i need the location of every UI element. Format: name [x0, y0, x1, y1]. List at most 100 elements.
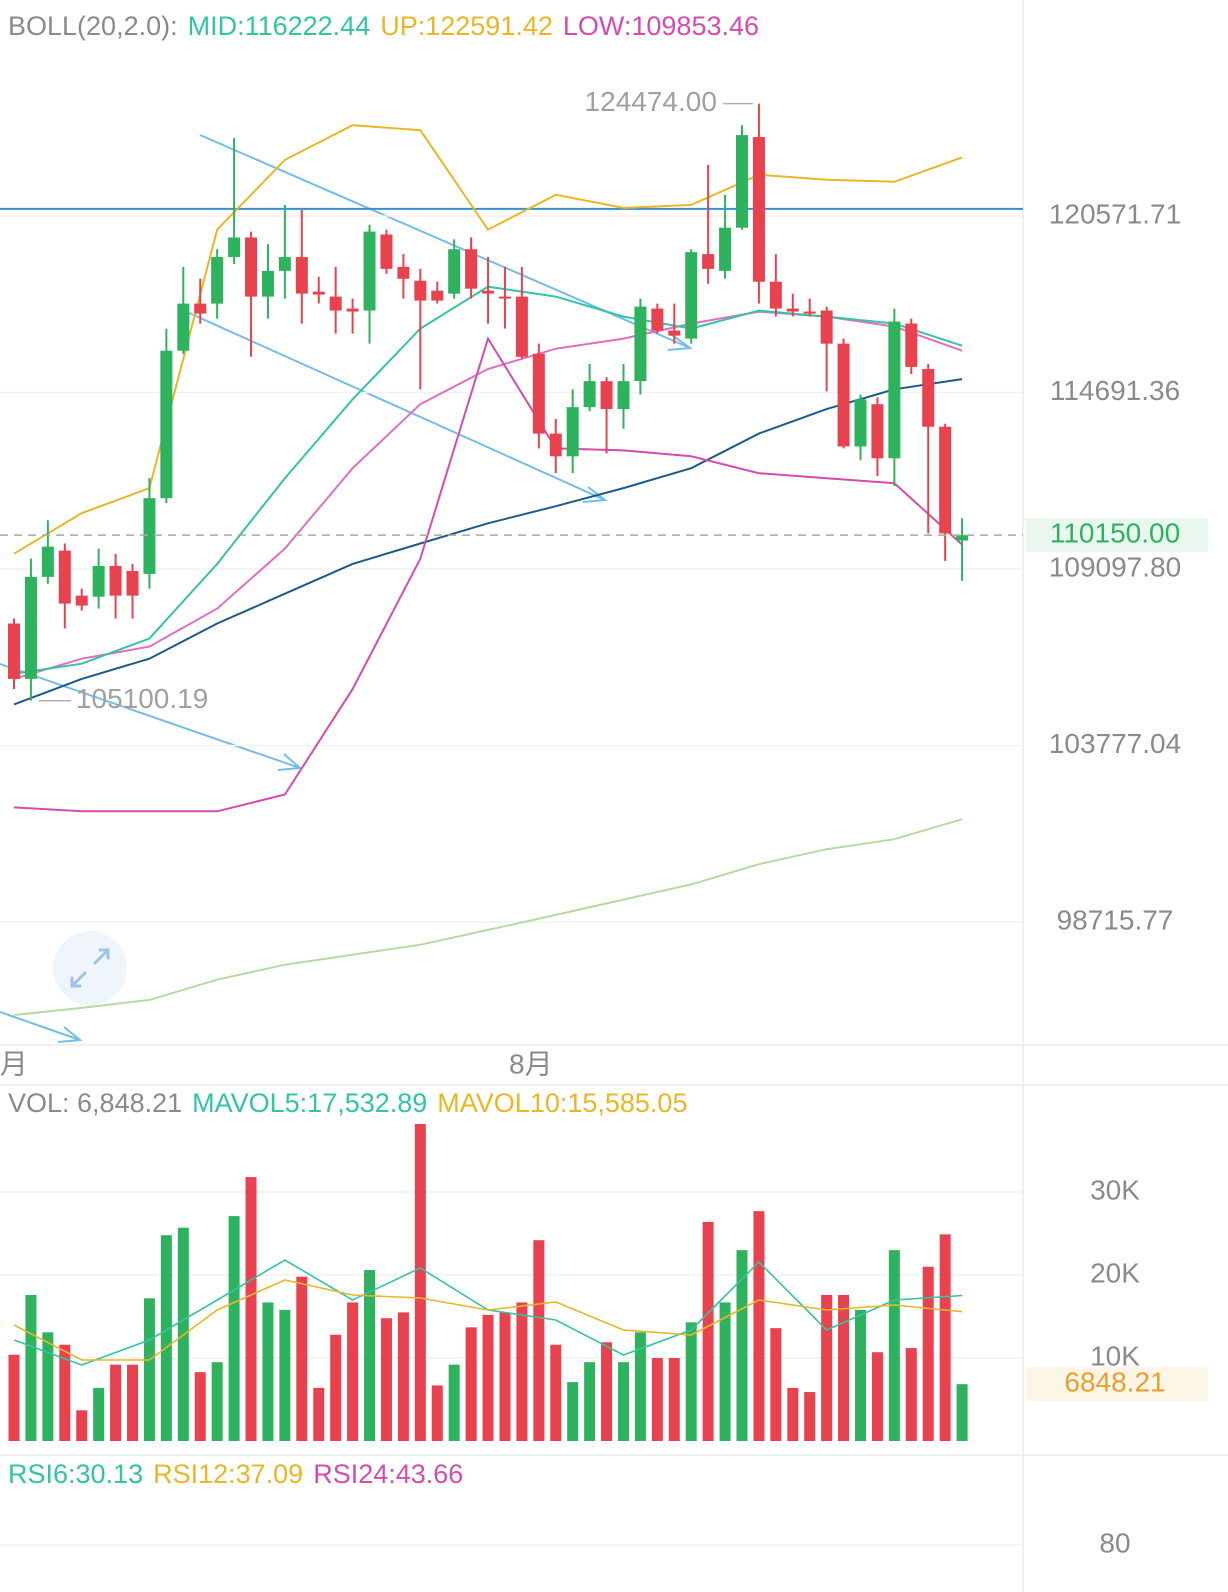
volume-bar [685, 1322, 697, 1441]
boll-line [13, 336, 963, 813]
legend-entry: LOW:109853.46 [563, 11, 759, 41]
candle-body [346, 308, 359, 312]
candle-body [752, 137, 765, 282]
trend-arrow [0, 663, 301, 769]
volume-bar [313, 1387, 325, 1441]
candle-body [769, 281, 782, 309]
candle-body [549, 433, 562, 457]
volume-bar [770, 1328, 782, 1441]
legend-entry: MAVOL10:15,585.05 [437, 1088, 687, 1118]
candle-body [245, 237, 258, 297]
volume-bar [804, 1392, 816, 1441]
volume-bar [143, 1298, 155, 1441]
volume-bar [787, 1387, 799, 1441]
candle-body [329, 296, 342, 311]
volume-bar [296, 1276, 308, 1441]
candle-body [871, 404, 884, 459]
candle-body [211, 257, 224, 304]
trend-arrow [0, 1011, 81, 1041]
y-tick-label: 114691.36 [1050, 375, 1180, 406]
x-tick-label: 8月 [509, 1048, 553, 1079]
volume-bar [753, 1211, 765, 1441]
candle-body [566, 407, 579, 457]
expand-icon[interactable] [70, 948, 110, 988]
trend-arrow [177, 307, 606, 501]
arrow-head [277, 753, 303, 771]
y-tick-label: 109097.80 [1049, 551, 1181, 582]
volume-bar [516, 1302, 528, 1441]
volume-bar [76, 1410, 88, 1441]
candle-body [278, 257, 291, 271]
candle-body [24, 576, 37, 679]
candle-body [397, 266, 410, 279]
candle-body [363, 231, 376, 311]
candle-body [956, 535, 969, 541]
volume-bar [262, 1302, 274, 1441]
candle-body [888, 321, 901, 459]
y-tick-label: 103777.04 [1049, 728, 1181, 759]
candle-body [498, 296, 511, 299]
candle-body [735, 135, 748, 228]
volume-bar [160, 1235, 172, 1441]
volume-bar [736, 1250, 748, 1441]
candle-body [719, 227, 732, 271]
volume-bar [719, 1302, 731, 1441]
volume-bar [533, 1240, 545, 1441]
arrow-head [57, 1026, 83, 1043]
candle-body [380, 234, 393, 269]
legend-entry: MID:116222.44 [188, 11, 371, 41]
candle-body [786, 308, 799, 312]
legend-entry: BOLL(20,2.0): [8, 11, 178, 41]
y-tick-label: 120571.71 [1049, 198, 1181, 229]
candle-body [820, 310, 833, 344]
y-tick-label: 30K [1090, 1174, 1140, 1205]
legend-entry: VOL: 6,848.21 [8, 1088, 182, 1118]
candle-body [228, 237, 241, 258]
volume-bar [59, 1344, 71, 1441]
expand-button[interactable] [53, 931, 127, 1005]
candle-body [668, 330, 681, 336]
candle-body [617, 381, 630, 410]
candle-body [143, 498, 156, 574]
candle-body [414, 280, 427, 301]
volume-bar [601, 1342, 613, 1441]
volume-bar [482, 1314, 494, 1441]
candle-body [922, 368, 935, 427]
candle-body [448, 249, 461, 294]
volume-bar [397, 1312, 409, 1441]
candle-body [177, 303, 190, 351]
candle-body [651, 308, 664, 331]
volume-bar [42, 1332, 54, 1441]
arrow-head [582, 486, 608, 503]
candle-body [261, 270, 274, 297]
candle-body [634, 306, 647, 382]
volume-bar [702, 1221, 714, 1441]
candle-body [482, 290, 495, 294]
candle-body [295, 257, 308, 294]
volume-bar [279, 1309, 291, 1441]
low-annotation: 105100.19 [76, 683, 208, 714]
expand-button-bg[interactable] [53, 931, 127, 1005]
volume-bar [499, 1312, 511, 1441]
volume-bar [855, 1309, 866, 1441]
volume-bar [821, 1294, 833, 1441]
volume-bar [838, 1294, 850, 1441]
candle-body [92, 565, 105, 597]
candle-body [41, 546, 54, 577]
candle-body [58, 550, 71, 604]
volume-bar [414, 1124, 426, 1441]
y-tick-label: 98715.77 [1057, 904, 1174, 935]
ma-line [13, 818, 963, 1016]
volume-bar [448, 1364, 460, 1441]
candle-body [515, 296, 528, 357]
arrow-head [667, 334, 693, 351]
volume-bar [922, 1266, 934, 1441]
x-tick-label: 7月 [0, 1048, 28, 1079]
candle-body [803, 311, 816, 314]
y-tick-label: 80 [1099, 1527, 1130, 1558]
candle-body [854, 399, 867, 447]
volume-bar [25, 1294, 37, 1441]
legend-entry: UP:122591.42 [380, 11, 553, 41]
